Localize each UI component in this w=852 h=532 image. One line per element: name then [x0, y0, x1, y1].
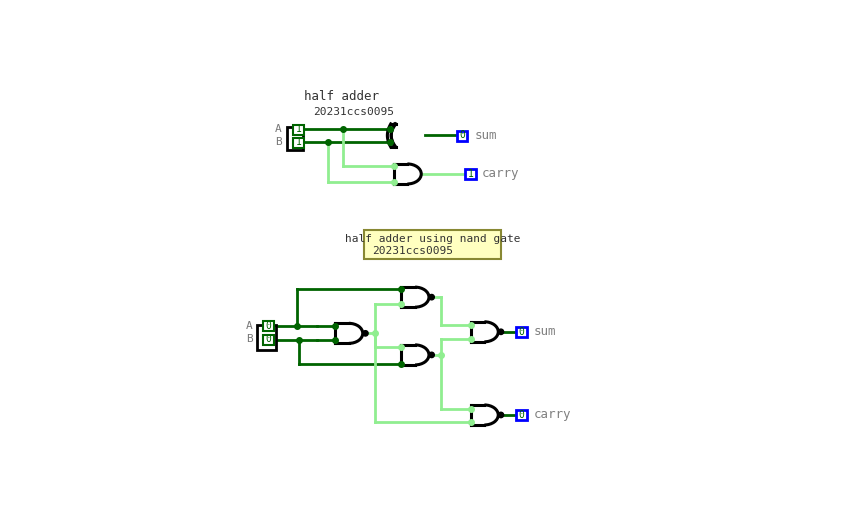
Text: 0: 0 — [266, 335, 272, 345]
Bar — [286, 127, 303, 150]
Bar — [516, 327, 527, 337]
Circle shape — [363, 331, 368, 336]
Bar — [257, 325, 276, 350]
Text: 1: 1 — [296, 137, 302, 147]
Text: A: A — [246, 321, 253, 331]
Text: half adder using nand gate: half adder using nand gate — [345, 235, 521, 244]
Bar — [293, 138, 304, 148]
Circle shape — [429, 352, 435, 358]
Text: carry: carry — [482, 168, 520, 180]
Text: 0: 0 — [519, 410, 525, 420]
Text: 0: 0 — [519, 327, 525, 337]
Bar — [293, 124, 304, 135]
Bar — [365, 230, 501, 260]
Text: sum: sum — [475, 129, 497, 142]
Text: 20231ccs0095: 20231ccs0095 — [372, 246, 453, 256]
Bar — [516, 410, 527, 420]
Text: 1: 1 — [296, 124, 302, 134]
Text: carry: carry — [533, 409, 571, 421]
Text: 20231ccs0095: 20231ccs0095 — [313, 106, 394, 117]
Bar — [457, 131, 468, 141]
Bar — [263, 321, 274, 331]
Text: 0: 0 — [266, 321, 272, 331]
Bar — [465, 169, 476, 179]
Text: A: A — [275, 124, 282, 134]
Text: B: B — [246, 335, 253, 345]
Circle shape — [498, 412, 504, 418]
Circle shape — [498, 329, 504, 335]
Text: 1: 1 — [468, 169, 474, 179]
Circle shape — [429, 294, 435, 300]
Text: B: B — [275, 137, 282, 147]
Bar — [263, 335, 274, 345]
Text: sum: sum — [533, 325, 556, 338]
Text: 0: 0 — [459, 130, 465, 140]
Text: half adder: half adder — [304, 90, 379, 103]
